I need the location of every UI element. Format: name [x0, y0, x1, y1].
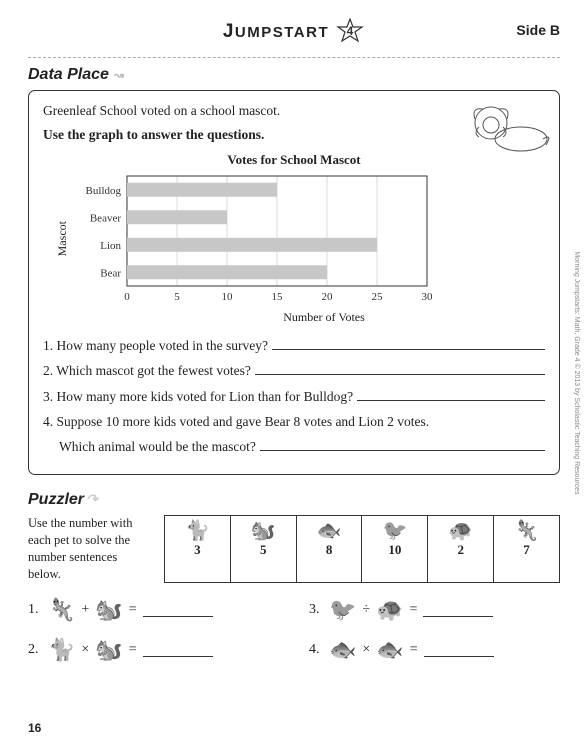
equation-3: 3. 🐦 ÷ 🐢 =: [309, 597, 560, 623]
svg-text:25: 25: [372, 291, 384, 303]
pet-key-cell: 🐿️5: [230, 515, 297, 583]
eq1-blank[interactable]: [143, 603, 213, 617]
svg-text:5: 5: [174, 291, 180, 303]
title-rest: UMPSTART: [235, 24, 329, 41]
pet-number: 8: [326, 542, 333, 557]
question-3: 3. How many more kids voted for Lion tha…: [43, 387, 545, 407]
q2-blank[interactable]: [255, 361, 545, 375]
svg-text:Bulldog: Bulldog: [86, 185, 122, 197]
pet-key-cell: 🐟8: [296, 515, 363, 583]
q4-blank[interactable]: [260, 437, 545, 451]
pet-number: 7: [523, 542, 530, 557]
eq1-operator: +: [81, 602, 89, 618]
eq3-operator: ÷: [362, 602, 370, 618]
squiggle-arrow-icon: ↝: [113, 68, 123, 82]
svg-text:10: 10: [222, 291, 234, 303]
eq3-pet-a-icon: 🐦: [329, 597, 356, 623]
star-badge-icon: 4: [335, 18, 365, 49]
title-j: J: [223, 21, 235, 42]
svg-text:0: 0: [124, 291, 130, 303]
svg-text:Beaver: Beaver: [90, 212, 121, 224]
pet-key-cell: 🐦10: [361, 515, 428, 583]
data-place-heading: Data Place ↝: [28, 66, 560, 84]
pet-number: 10: [388, 542, 401, 557]
eq3-equals: =: [410, 602, 418, 618]
pet-key-cell: 🦎7: [493, 515, 560, 583]
puzzler-heading: Puzzler↷: [28, 491, 560, 509]
equation-2: 2. 🐈 × 🐿️ =: [28, 637, 279, 663]
question-4b: Which animal would be the mascot?: [43, 437, 545, 457]
lion-icon: [461, 97, 551, 155]
puzzler-instructions: Use the number with each pet to solve th…: [28, 515, 146, 583]
svg-text:Bear: Bear: [100, 267, 121, 279]
q3-text: 3. How many more kids voted for Lion tha…: [43, 387, 353, 407]
pet-icon: 🐦: [362, 520, 427, 542]
question-2: 2. Which mascot got the fewest votes?: [43, 361, 545, 381]
page-number: 16: [28, 721, 41, 735]
bar-chart: 0 5 10 15 20 25 30 Bulldog Beaver Lion Bear: [77, 171, 437, 306]
puzzler-arrow-icon: ↷: [86, 491, 98, 507]
chart-x-axis-label: Number of Votes: [103, 308, 545, 326]
puzzler-top-row: Use the number with each pet to solve th…: [28, 515, 560, 583]
eq2-blank[interactable]: [143, 643, 213, 657]
pet-number: 2: [457, 542, 464, 557]
q4b-text: Which animal would be the mascot?: [59, 437, 256, 457]
svg-text:20: 20: [322, 291, 334, 303]
equation-1: 1. 🦎 + 🐿️ =: [28, 597, 279, 623]
eq3-number: 3.: [309, 602, 323, 618]
eq2-number: 2.: [28, 642, 42, 658]
svg-text:15: 15: [272, 291, 284, 303]
equation-4: 4. 🐟 × 🐟 =: [309, 637, 560, 663]
q2-text: 2. Which mascot got the fewest votes?: [43, 361, 251, 381]
eq4-operator: ×: [362, 642, 370, 658]
jumpstart-title: JUMPSTART: [223, 21, 329, 43]
svg-text:Lion: Lion: [100, 240, 121, 252]
data-place-box: Greenleaf School voted on a school masco…: [28, 90, 560, 475]
pet-icon: 🐈: [165, 520, 230, 542]
pet-key-cell: 🐢2: [427, 515, 494, 583]
eq2-pet-a-icon: 🐈: [48, 637, 75, 663]
eq2-equals: =: [129, 642, 137, 658]
svg-text:30: 30: [422, 291, 434, 303]
pet-number: 3: [194, 542, 201, 557]
eq4-pet-b-icon: 🐟: [376, 637, 403, 663]
header-divider: [28, 57, 560, 58]
eq2-operator: ×: [81, 642, 89, 658]
pet-icon: 🐟: [297, 520, 362, 542]
eq4-number: 4.: [309, 642, 323, 658]
side-label: Side B: [516, 22, 560, 38]
pet-icon: 🐢: [428, 520, 493, 542]
chart-y-axis-label: Mascot: [53, 221, 71, 256]
q4a-text: 4. Suppose 10 more kids voted and gave B…: [43, 412, 429, 432]
eq1-number: 1.: [28, 602, 42, 618]
pet-key-row: 🐈3🐿️5🐟8🐦10🐢2🦎7: [164, 515, 560, 583]
page-header: JUMPSTART 4 Side B: [28, 18, 560, 49]
puzzler-title-text: Puzzler: [28, 491, 84, 508]
question-list: 1. How many people voted in the survey? …: [43, 336, 545, 457]
eq4-blank[interactable]: [424, 643, 494, 657]
eq4-pet-a-icon: 🐟: [329, 637, 356, 663]
eq3-pet-b-icon: 🐢: [376, 597, 403, 623]
question-1: 1. How many people voted in the survey?: [43, 336, 545, 356]
copyright-text: Morning Jumpstarts: Math, Grade 4 © 2013…: [573, 251, 580, 494]
q3-blank[interactable]: [357, 387, 545, 401]
equation-grid: 1. 🦎 + 🐿️ = 3. 🐦 ÷ 🐢 = 2. 🐈 × 🐿️ = 4. 🐟 …: [28, 597, 560, 663]
lesson-number: 4: [347, 24, 354, 38]
q1-text: 1. How many people voted in the survey?: [43, 336, 268, 356]
pet-icon: 🦎: [494, 520, 559, 542]
chart-area: Mascot 0 5 10 15 20 25 30 Bulldog Beaver Lion Bear: [53, 171, 545, 306]
eq1-pet-b-icon: 🐿️: [95, 597, 122, 623]
pet-number: 5: [260, 542, 267, 557]
eq2-pet-b-icon: 🐿️: [95, 637, 122, 663]
pet-icon: 🐿️: [231, 520, 296, 542]
eq1-pet-a-icon: 🦎: [48, 597, 75, 623]
eq4-equals: =: [410, 642, 418, 658]
eq3-blank[interactable]: [423, 603, 493, 617]
q1-blank[interactable]: [272, 336, 545, 350]
question-4a: 4. Suppose 10 more kids voted and gave B…: [43, 412, 545, 432]
data-place-title-text: Data Place: [28, 66, 109, 83]
eq1-equals: =: [129, 602, 137, 618]
pet-key-cell: 🐈3: [164, 515, 231, 583]
